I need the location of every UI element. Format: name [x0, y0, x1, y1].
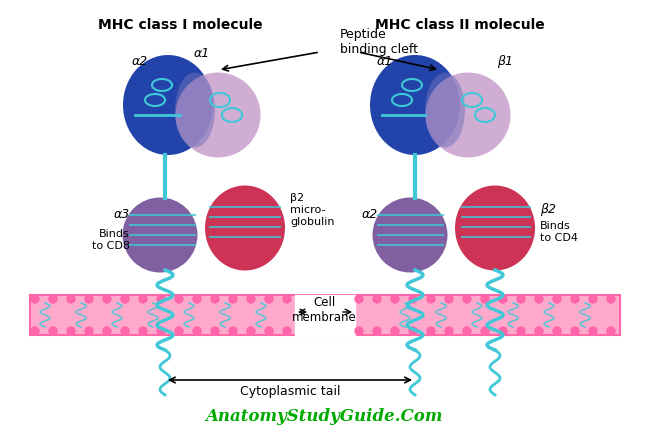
Circle shape	[409, 327, 417, 335]
Ellipse shape	[425, 72, 465, 148]
Text: Cell
membrane: Cell membrane	[292, 296, 356, 324]
Circle shape	[103, 327, 111, 335]
Circle shape	[607, 327, 615, 335]
Circle shape	[571, 327, 579, 335]
Circle shape	[211, 295, 219, 303]
Circle shape	[499, 295, 507, 303]
Text: α2: α2	[362, 209, 378, 221]
Circle shape	[139, 295, 147, 303]
Circle shape	[481, 295, 489, 303]
Circle shape	[553, 295, 561, 303]
Ellipse shape	[175, 72, 215, 148]
Circle shape	[265, 327, 273, 335]
Circle shape	[193, 327, 201, 335]
Circle shape	[139, 327, 147, 335]
Text: β2: β2	[540, 203, 556, 217]
Circle shape	[121, 295, 129, 303]
Circle shape	[391, 327, 399, 335]
Circle shape	[175, 295, 183, 303]
Circle shape	[535, 295, 543, 303]
FancyBboxPatch shape	[30, 295, 620, 335]
Text: Peptide
binding cleft: Peptide binding cleft	[340, 28, 418, 56]
Circle shape	[463, 295, 471, 303]
Circle shape	[445, 327, 453, 335]
Circle shape	[157, 295, 165, 303]
Circle shape	[535, 327, 543, 335]
Circle shape	[157, 327, 165, 335]
Text: Binds
to CD8: Binds to CD8	[92, 229, 130, 251]
Circle shape	[247, 295, 255, 303]
Circle shape	[571, 295, 579, 303]
Circle shape	[445, 295, 453, 303]
Circle shape	[193, 295, 201, 303]
Circle shape	[589, 327, 597, 335]
Text: Cytoplasmic tail: Cytoplasmic tail	[240, 385, 340, 398]
Text: α2: α2	[132, 55, 148, 68]
Circle shape	[409, 295, 417, 303]
Circle shape	[355, 295, 363, 303]
Circle shape	[175, 327, 183, 335]
Ellipse shape	[426, 72, 511, 157]
Ellipse shape	[205, 186, 285, 271]
Circle shape	[427, 295, 435, 303]
Circle shape	[265, 295, 273, 303]
Circle shape	[373, 295, 381, 303]
Circle shape	[553, 327, 561, 335]
Circle shape	[103, 295, 111, 303]
Circle shape	[391, 295, 399, 303]
Ellipse shape	[373, 198, 448, 273]
Circle shape	[85, 327, 93, 335]
Text: α1: α1	[194, 47, 210, 60]
Circle shape	[283, 295, 291, 303]
Ellipse shape	[122, 198, 198, 273]
Circle shape	[31, 327, 39, 335]
Text: β2
micro-
globulin: β2 micro- globulin	[290, 194, 334, 227]
Circle shape	[49, 327, 57, 335]
Text: α3: α3	[114, 209, 130, 221]
FancyBboxPatch shape	[295, 295, 355, 335]
Circle shape	[481, 327, 489, 335]
Ellipse shape	[123, 55, 213, 155]
Circle shape	[247, 327, 255, 335]
Circle shape	[463, 327, 471, 335]
Ellipse shape	[176, 72, 260, 157]
Text: MHC class II molecule: MHC class II molecule	[375, 18, 545, 32]
Circle shape	[229, 295, 237, 303]
Circle shape	[49, 295, 57, 303]
Circle shape	[427, 327, 435, 335]
Circle shape	[67, 295, 75, 303]
Circle shape	[67, 327, 75, 335]
Text: MHC class I molecule: MHC class I molecule	[98, 18, 262, 32]
Text: AnatomyStudyGuide.Com: AnatomyStudyGuide.Com	[205, 408, 443, 425]
Circle shape	[229, 327, 237, 335]
Circle shape	[121, 327, 129, 335]
Text: Binds
to CD4: Binds to CD4	[540, 221, 578, 243]
Circle shape	[85, 295, 93, 303]
Circle shape	[283, 327, 291, 335]
Circle shape	[589, 295, 597, 303]
Circle shape	[373, 327, 381, 335]
Text: β1: β1	[497, 55, 513, 68]
Circle shape	[607, 295, 615, 303]
Circle shape	[355, 327, 363, 335]
Ellipse shape	[370, 55, 460, 155]
Circle shape	[517, 295, 525, 303]
Circle shape	[517, 327, 525, 335]
Circle shape	[31, 295, 39, 303]
Ellipse shape	[455, 186, 535, 271]
Circle shape	[499, 327, 507, 335]
Text: α1: α1	[377, 55, 393, 68]
Circle shape	[211, 327, 219, 335]
